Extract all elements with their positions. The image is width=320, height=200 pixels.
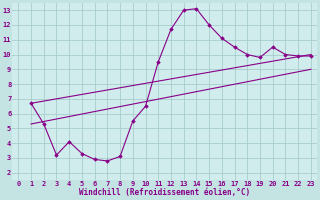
X-axis label: Windchill (Refroidissement éolien,°C): Windchill (Refroidissement éolien,°C): [79, 188, 250, 197]
